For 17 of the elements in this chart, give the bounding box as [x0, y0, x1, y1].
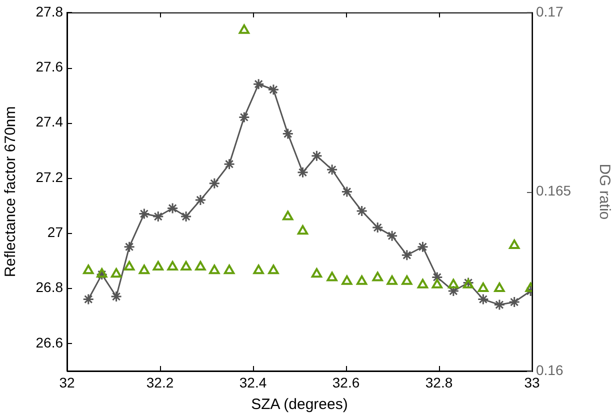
y-tick-label: 27	[47, 224, 64, 240]
x-tick-label: 32	[59, 374, 75, 390]
y2-tick-label: 0.165	[536, 182, 572, 199]
x-tick-label: 32.6	[332, 374, 360, 390]
x-tick-label: 32.4	[239, 374, 267, 390]
y-tick-label: 26.8	[36, 279, 64, 296]
y-tick-label: 27.4	[36, 114, 64, 130]
x-tick-label: 32.8	[425, 374, 453, 390]
y2-axis-title: DG ratio	[596, 164, 613, 220]
y-tick-label: 26.6	[36, 334, 64, 350]
y-axis-title: Reflectance factor 670nm	[2, 106, 20, 278]
y2-tick-label: 0.17	[536, 3, 564, 20]
x-tick-label: 32.2	[146, 374, 174, 390]
y-tick-label: 27.6	[36, 58, 64, 74]
y-tick-label: 27.2	[36, 168, 64, 185]
y-tick-label: 27.8	[36, 3, 64, 20]
x-axis-title: SZA (degrees)	[251, 396, 348, 414]
